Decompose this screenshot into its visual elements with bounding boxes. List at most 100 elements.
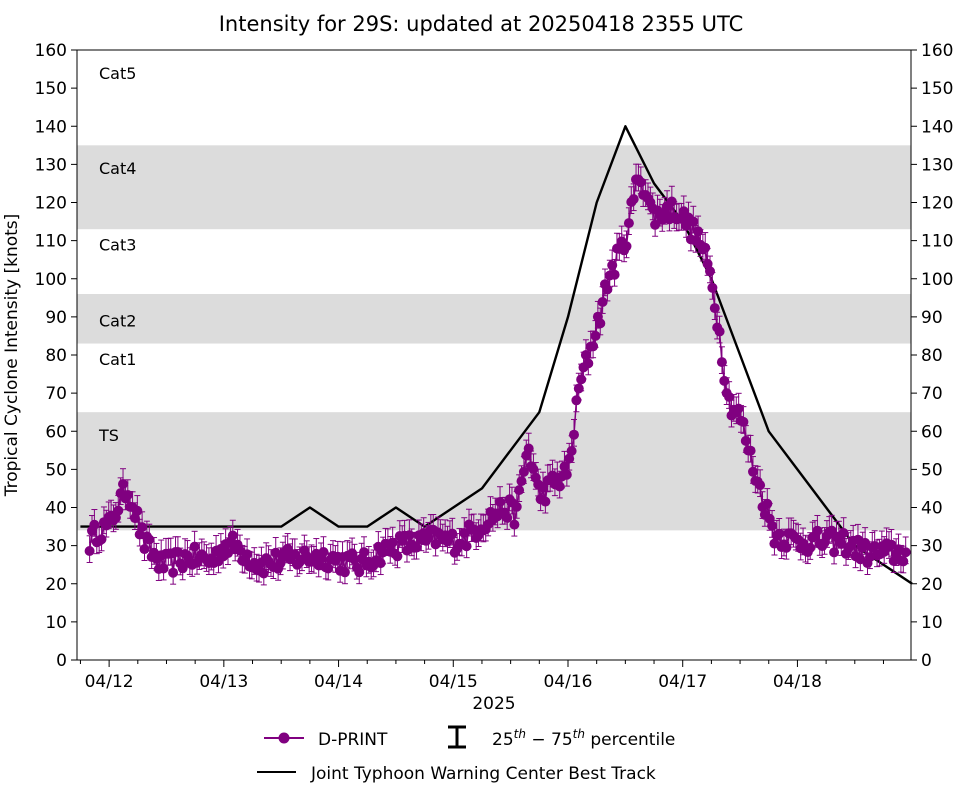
dprint-point [139, 544, 150, 555]
dprint-point [144, 534, 155, 545]
category-bands: Cat5 Cat4 Cat3 Cat2 Cat1 TS [77, 64, 911, 531]
y-tick-label-left: 150 [35, 79, 67, 99]
dprint-point [540, 496, 551, 507]
x-axis: 04/12 04/13 04/14 04/15 04/16 04/17 04/18 [79, 660, 884, 692]
dprint-point [378, 547, 389, 558]
dprint-point [693, 226, 704, 237]
dprint-point [502, 512, 513, 523]
y-tick-label-right: 20 [921, 575, 943, 595]
dprint-point [714, 326, 725, 337]
y-tick-label-left: 100 [35, 270, 67, 290]
dprint-point [392, 551, 403, 562]
legend-dprint-marker [278, 732, 290, 744]
legend-percentile-label: 25th − 75th percentile [492, 727, 675, 750]
dprint-point [404, 530, 415, 541]
legend: D-PRINT 25th − 75th percentile Joint Typ… [257, 725, 675, 784]
dprint-point [461, 541, 472, 552]
dprint-point [189, 541, 200, 552]
dprint-point [623, 218, 634, 229]
y-tick-label-right: 100 [921, 270, 953, 290]
dprint-point [509, 519, 520, 530]
dprint-point [745, 445, 756, 456]
dprint-point [705, 266, 715, 277]
dprint-point [168, 567, 179, 578]
y-tick-label-left: 140 [35, 117, 67, 137]
dprint-point [447, 528, 458, 539]
y-tick-label-left: 90 [45, 308, 67, 328]
dprint-point [707, 282, 718, 293]
dprint-point [339, 567, 350, 578]
y-tick-label-right: 90 [921, 308, 943, 328]
best-track-line [80, 125, 913, 585]
dprint-point [122, 490, 133, 500]
y-tick-label-left: 120 [35, 194, 67, 214]
dprint-point [573, 383, 584, 394]
chart-title: Intensity for 29S: updated at 20250418 2… [219, 12, 744, 36]
dprint-point [621, 241, 632, 252]
dprint-point [590, 330, 601, 341]
dprint-point [564, 453, 575, 464]
x-tick-label: 04/13 [199, 672, 248, 692]
y-tick-label-right: 110 [921, 232, 953, 252]
y-tick-label-right: 140 [921, 117, 953, 137]
dprint-point [518, 466, 529, 477]
dprint-point [569, 429, 579, 440]
dprint-point [242, 549, 253, 560]
dprint-point [628, 194, 639, 205]
dprint-point [738, 416, 749, 427]
dprint-point [609, 269, 620, 280]
dprint-point [588, 341, 599, 352]
y-tick-label-right: 60 [921, 422, 943, 442]
legend-best-track-label: Joint Typhoon Warning Center Best Track [310, 764, 656, 784]
band-label-ts: TS [98, 426, 119, 445]
dprint-point [177, 563, 188, 574]
x-tick-label: 04/18 [773, 672, 822, 692]
y-tick-label-left: 110 [35, 232, 67, 252]
y-tick-label-left: 20 [45, 575, 67, 595]
dprint-point [716, 357, 727, 368]
y-tick-label-left: 130 [35, 155, 67, 175]
dprint-point [118, 479, 128, 489]
dprint-point [411, 542, 422, 553]
dprint-point [495, 497, 505, 507]
best-track-layer [80, 125, 913, 585]
y-tick-label-left: 0 [56, 651, 67, 671]
dprint-point [528, 464, 539, 475]
band-label-cat1: Cat1 [99, 350, 136, 369]
dprint-point [516, 476, 527, 487]
band-label-cat2: Cat2 [99, 312, 136, 331]
dprint-point [755, 480, 766, 491]
dprint-point [762, 498, 773, 509]
dprint-point [583, 358, 594, 369]
dprint-point [724, 391, 735, 402]
dprint-point [571, 395, 582, 406]
dprint-point [748, 466, 758, 477]
x-tick-label: 04/12 [85, 672, 134, 692]
y-tick-label-right: 40 [921, 499, 943, 519]
y-tick-label-right: 0 [921, 651, 932, 671]
dprint-point [812, 525, 823, 536]
dprint-point [733, 403, 744, 414]
dprint-point [900, 547, 911, 558]
dprint-point [602, 284, 613, 295]
x-tick-label: 04/17 [658, 672, 707, 692]
x-tick-label: 04/16 [543, 672, 592, 692]
dprint-point [430, 539, 441, 550]
dprint-point [137, 522, 148, 533]
dprint-point [838, 528, 849, 538]
y-tick-label-right: 130 [921, 155, 953, 175]
dprint-point [597, 297, 608, 307]
y-axis-label: Tropical Cyclone Intensity [knots] [2, 214, 22, 498]
band-label-cat4: Cat4 [99, 159, 136, 178]
dprint-point [96, 534, 107, 545]
y-tick-label-left: 60 [45, 422, 67, 442]
dprint-point [774, 528, 785, 539]
y-tick-label-left: 40 [45, 499, 67, 519]
dprint-point [354, 567, 365, 578]
legend-dprint-label: D-PRINT [318, 730, 388, 750]
dprint-point [523, 443, 534, 454]
band-cat4 [77, 145, 911, 230]
y-tick-label-right: 150 [921, 79, 953, 99]
dprint-point [576, 374, 587, 385]
